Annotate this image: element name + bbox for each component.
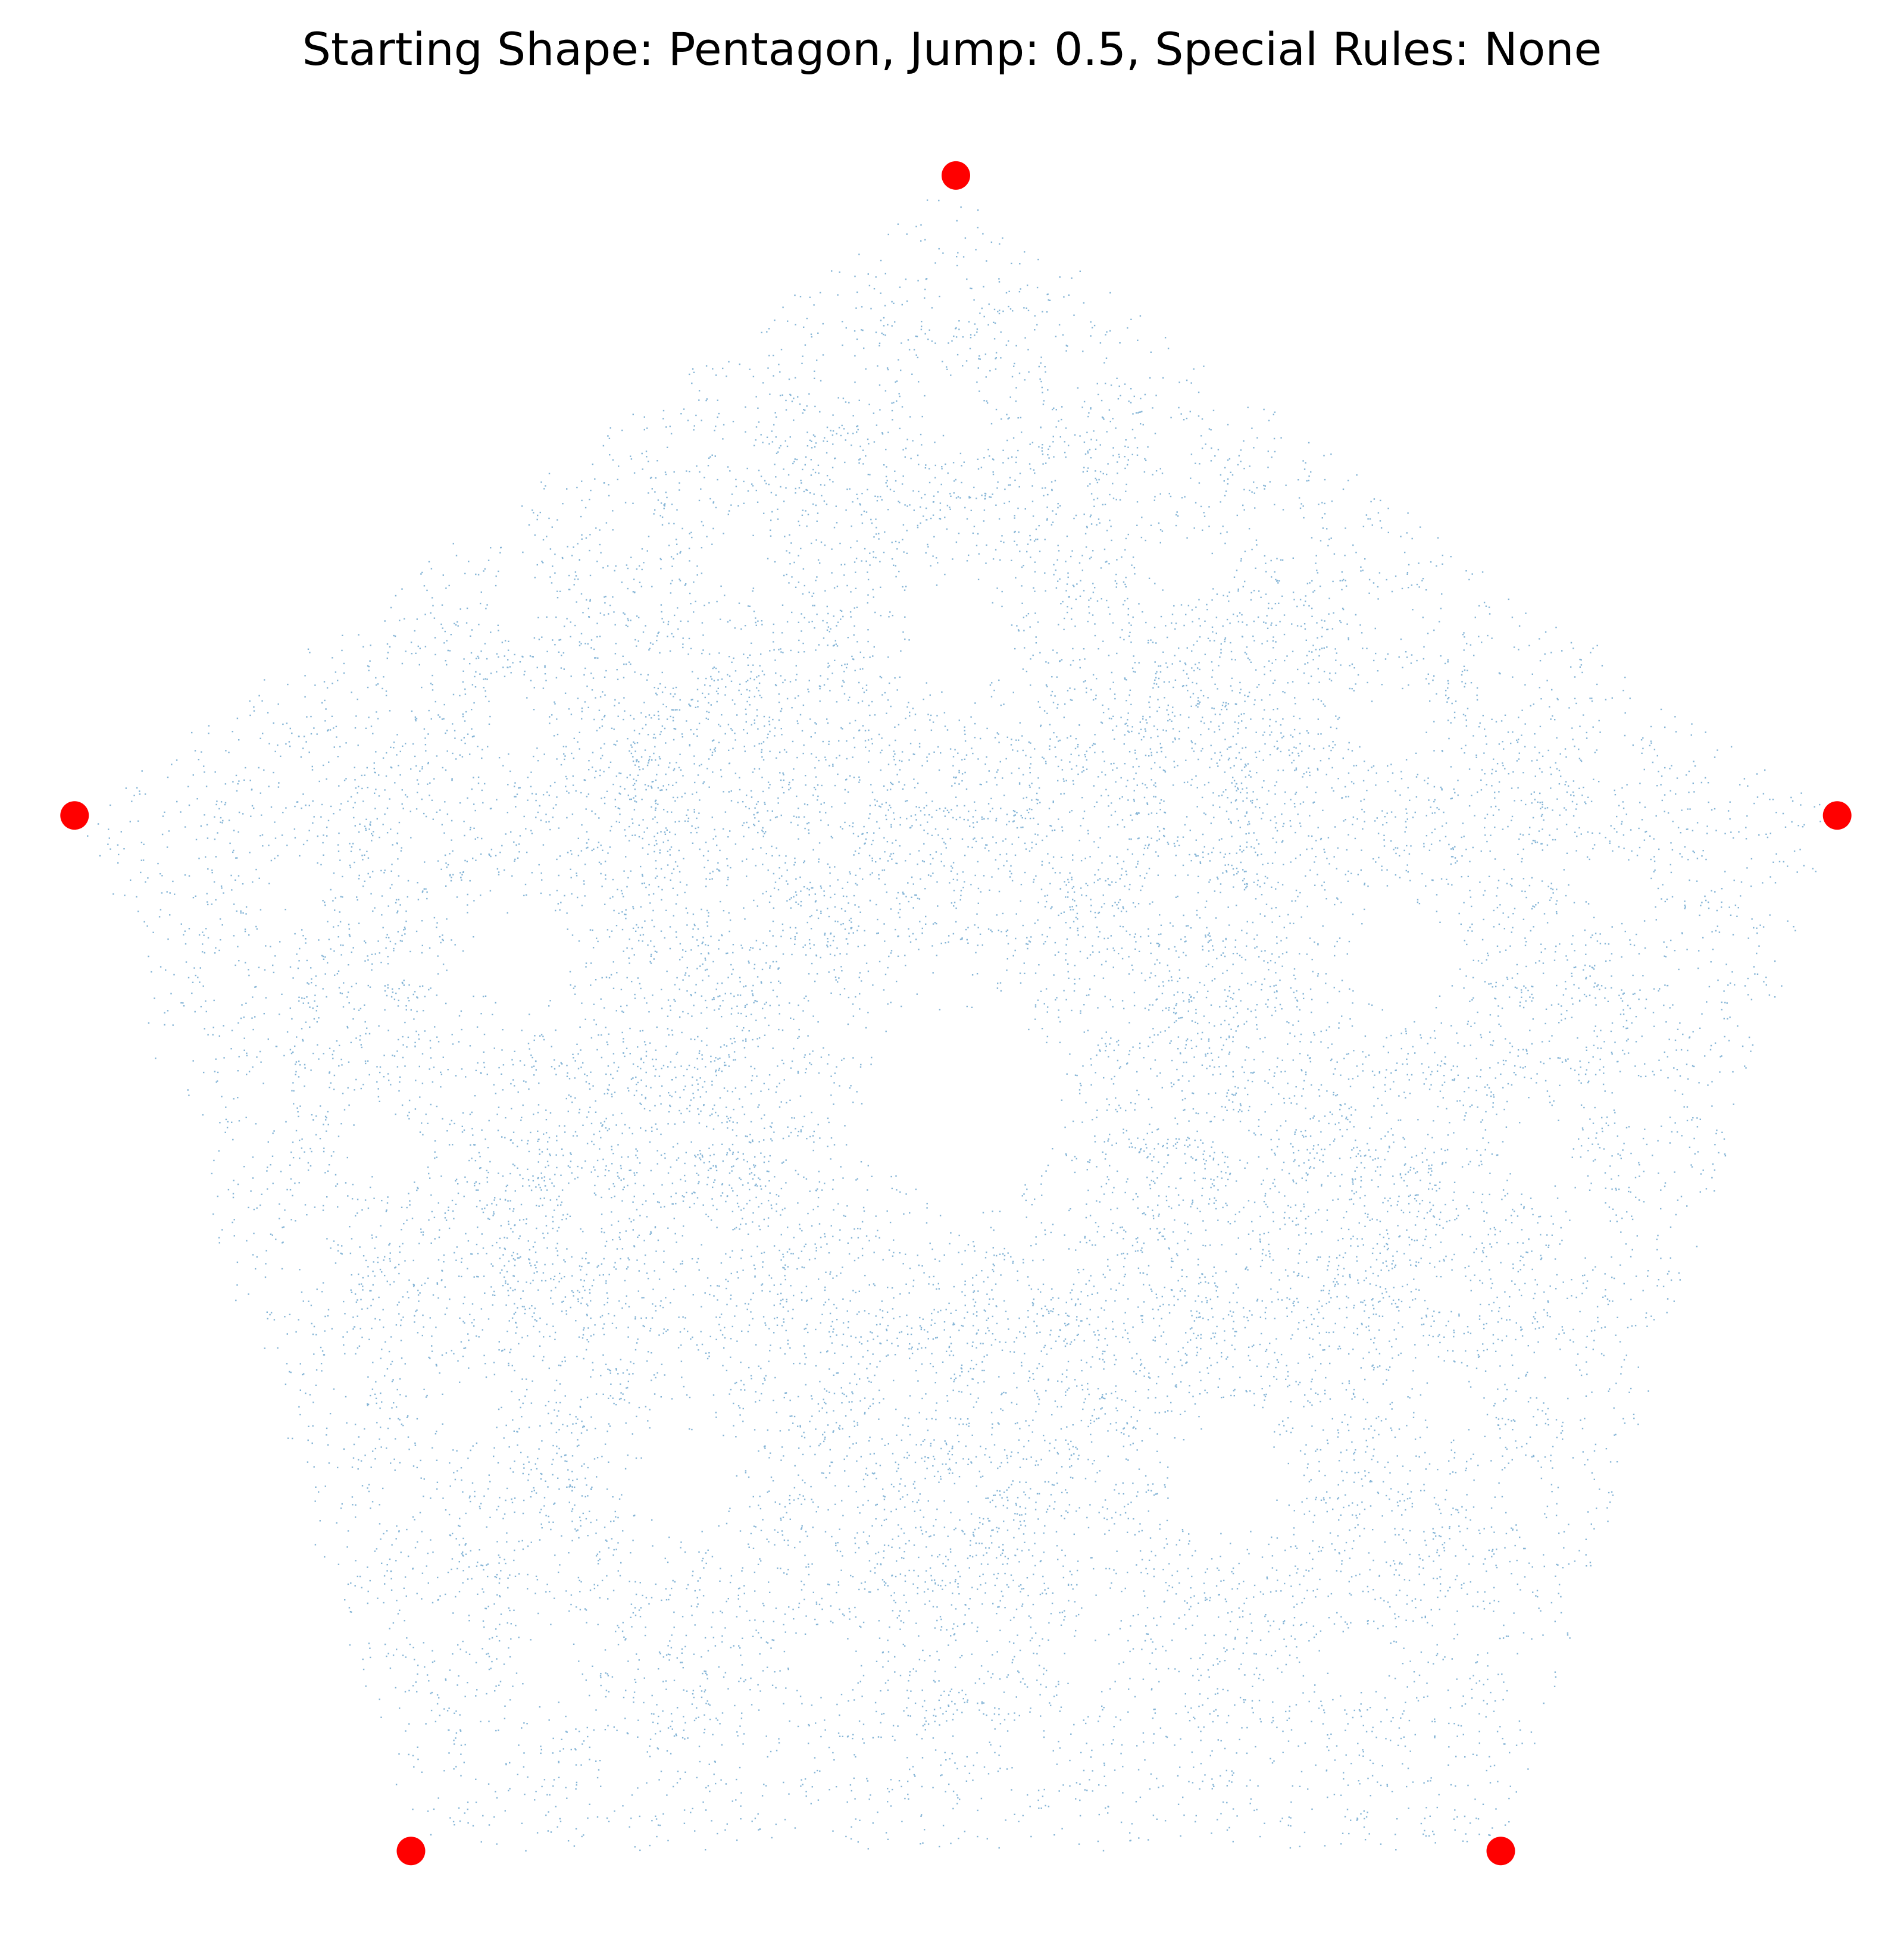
vertex-point [942, 161, 970, 190]
vertex-point [1822, 801, 1852, 830]
chart-title: Starting Shape: Pentagon, Jump: 0.5, Spe… [302, 23, 1602, 76]
vertex-point [396, 1837, 426, 1866]
vertex-point [1486, 1837, 1515, 1866]
vertex-point [60, 801, 89, 830]
